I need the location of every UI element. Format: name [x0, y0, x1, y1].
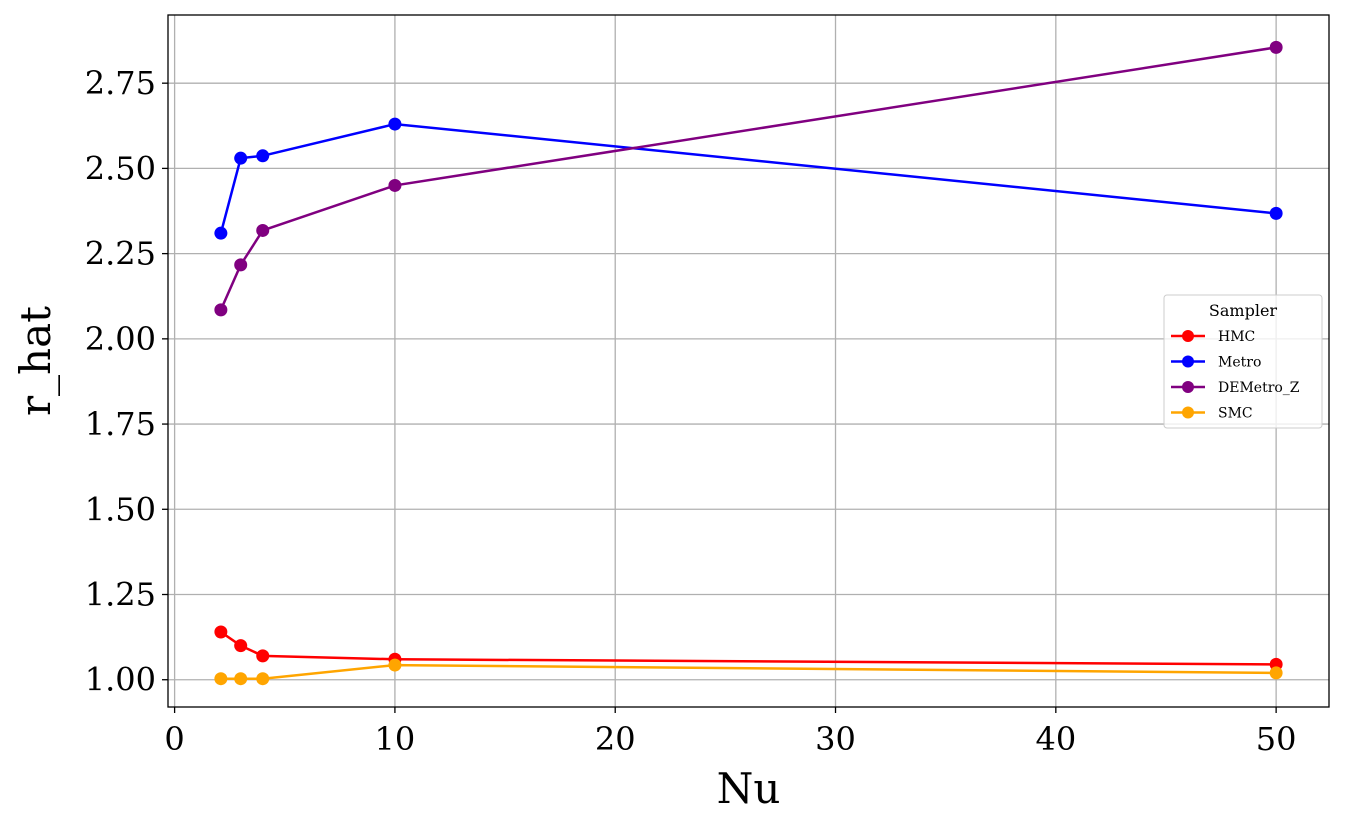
- legend-item: HMC: [1171, 329, 1255, 345]
- data-point: [388, 658, 402, 672]
- x-axis-label: Nu: [717, 764, 781, 813]
- data-point: [388, 117, 402, 131]
- data-point: [214, 303, 228, 317]
- x-tick-label: 50: [1256, 720, 1297, 758]
- data-point: [388, 178, 402, 192]
- series-smc: [214, 658, 1283, 686]
- legend-marker: [1182, 406, 1194, 419]
- legend: Sampler HMC Metro DEMetro_Z SMC: [1163, 294, 1323, 429]
- x-tick-label: 40: [1035, 720, 1076, 758]
- legend-label: HMC: [1218, 329, 1255, 345]
- x-tick-label: 0: [164, 720, 184, 758]
- x-tick-label: 20: [595, 720, 636, 758]
- data-point: [234, 258, 248, 272]
- legend-marker: [1182, 355, 1194, 368]
- legend-title: Sampler: [1209, 301, 1278, 320]
- data-point: [234, 672, 248, 686]
- plot-frame: [167, 14, 1330, 708]
- data-point: [256, 149, 270, 163]
- series-demetro-z: [214, 40, 1283, 317]
- legend-items: HMC Metro DEMetro_Z SMC: [1171, 329, 1300, 422]
- legend-label: Metro: [1218, 355, 1261, 371]
- series-metro: [214, 117, 1283, 240]
- data-point: [1269, 40, 1283, 54]
- x-tick-label: 30: [815, 720, 856, 758]
- data-point: [256, 672, 270, 686]
- legend-marker: [1182, 381, 1194, 393]
- legend-marker: [1182, 330, 1194, 342]
- y-tick-label: 1.50: [85, 490, 156, 528]
- x-axis-ticks: 0 10 20 30 40 50: [164, 707, 1296, 758]
- data-point: [214, 226, 228, 240]
- data-point: [1269, 666, 1283, 680]
- data-point: [234, 639, 248, 653]
- data-point: [256, 649, 270, 663]
- y-tick-label: 1.75: [85, 405, 156, 443]
- y-axis-ticks: 1.00 1.25 1.50 1.75 2.00 2.25 2.50 2.75: [85, 64, 168, 699]
- y-tick-label: 2.75: [85, 64, 156, 102]
- legend-label: SMC: [1218, 406, 1253, 422]
- legend-label: DEMetro_Z: [1218, 380, 1300, 396]
- data-point: [1269, 206, 1283, 220]
- legend-item: SMC: [1171, 406, 1253, 422]
- y-tick-label: 1.00: [85, 661, 156, 699]
- x-tick-label: 10: [375, 720, 416, 758]
- y-axis-label: r_hat: [11, 306, 60, 416]
- legend-box: [1163, 294, 1323, 429]
- y-tick-label: 1.25: [85, 576, 156, 614]
- data-point: [214, 672, 228, 686]
- y-tick-label: 2.25: [85, 235, 156, 273]
- legend-item: DEMetro_Z: [1171, 380, 1300, 396]
- legend-item: Metro: [1171, 355, 1261, 371]
- data-point: [256, 223, 270, 237]
- data-point: [234, 151, 248, 165]
- y-tick-label: 2.50: [85, 149, 156, 187]
- series-group: [214, 40, 1283, 686]
- data-point: [214, 625, 228, 639]
- y-tick-label: 2.00: [85, 320, 156, 358]
